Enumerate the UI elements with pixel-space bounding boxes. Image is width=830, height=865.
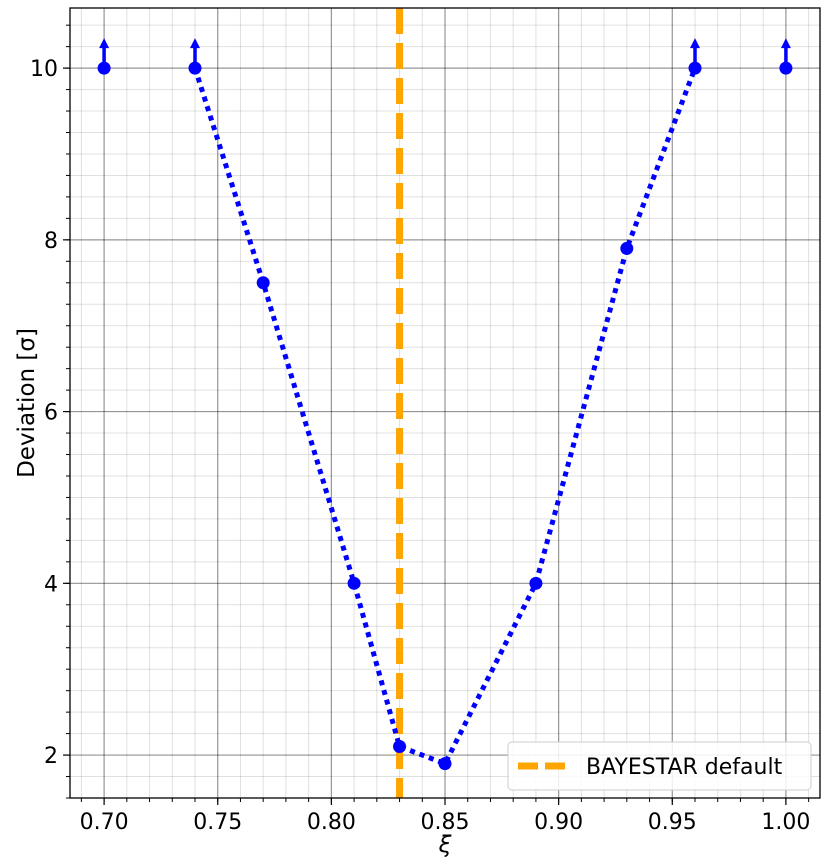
data-point xyxy=(97,61,111,75)
y-tick-label: 8 xyxy=(44,229,58,254)
data-point xyxy=(779,61,793,75)
legend-label: BAYESTAR default xyxy=(586,755,783,780)
x-tick-label: 0.90 xyxy=(534,810,583,835)
legend: BAYESTAR default xyxy=(507,741,812,791)
y-axis-ticks: 2 4 6 8 10 xyxy=(30,24,70,799)
legend-box xyxy=(507,741,812,791)
x-tick-label: 0.70 xyxy=(80,810,129,835)
data-point xyxy=(393,739,407,753)
x-axis-ticks: 0.70 0.75 0.80 0.85 0.90 0.95 1.00 xyxy=(80,798,810,835)
x-tick-label: 0.85 xyxy=(421,810,470,835)
data-point xyxy=(188,61,202,75)
data-point xyxy=(438,757,452,771)
lower-limit-arrow-head xyxy=(99,38,110,49)
x-tick-label: 0.75 xyxy=(193,810,242,835)
data-point xyxy=(529,576,543,590)
y-tick-label: 2 xyxy=(44,744,58,769)
x-tick-label: 0.95 xyxy=(648,810,697,835)
lower-limit-arrow-head xyxy=(190,38,200,49)
series-line xyxy=(192,67,698,767)
y-tick-label: 4 xyxy=(44,572,58,597)
data-point xyxy=(256,276,270,290)
lower-limit-arrow-head xyxy=(780,38,791,49)
grid-minor xyxy=(70,8,820,799)
data-point xyxy=(688,61,702,75)
x-tick-label: 0.80 xyxy=(307,810,356,835)
x-tick-label: 1.00 xyxy=(761,810,810,835)
y-axis-label: Deviation [σ] xyxy=(14,328,40,478)
y-tick-label: 6 xyxy=(44,401,58,426)
data-point xyxy=(347,576,361,590)
lower-limit-arrow-head xyxy=(690,38,700,49)
y-tick-label: 10 xyxy=(30,57,58,82)
series-layer xyxy=(97,38,793,771)
x-axis-label: ξ xyxy=(438,832,452,858)
data-point xyxy=(620,241,634,255)
grid-major xyxy=(70,8,820,798)
